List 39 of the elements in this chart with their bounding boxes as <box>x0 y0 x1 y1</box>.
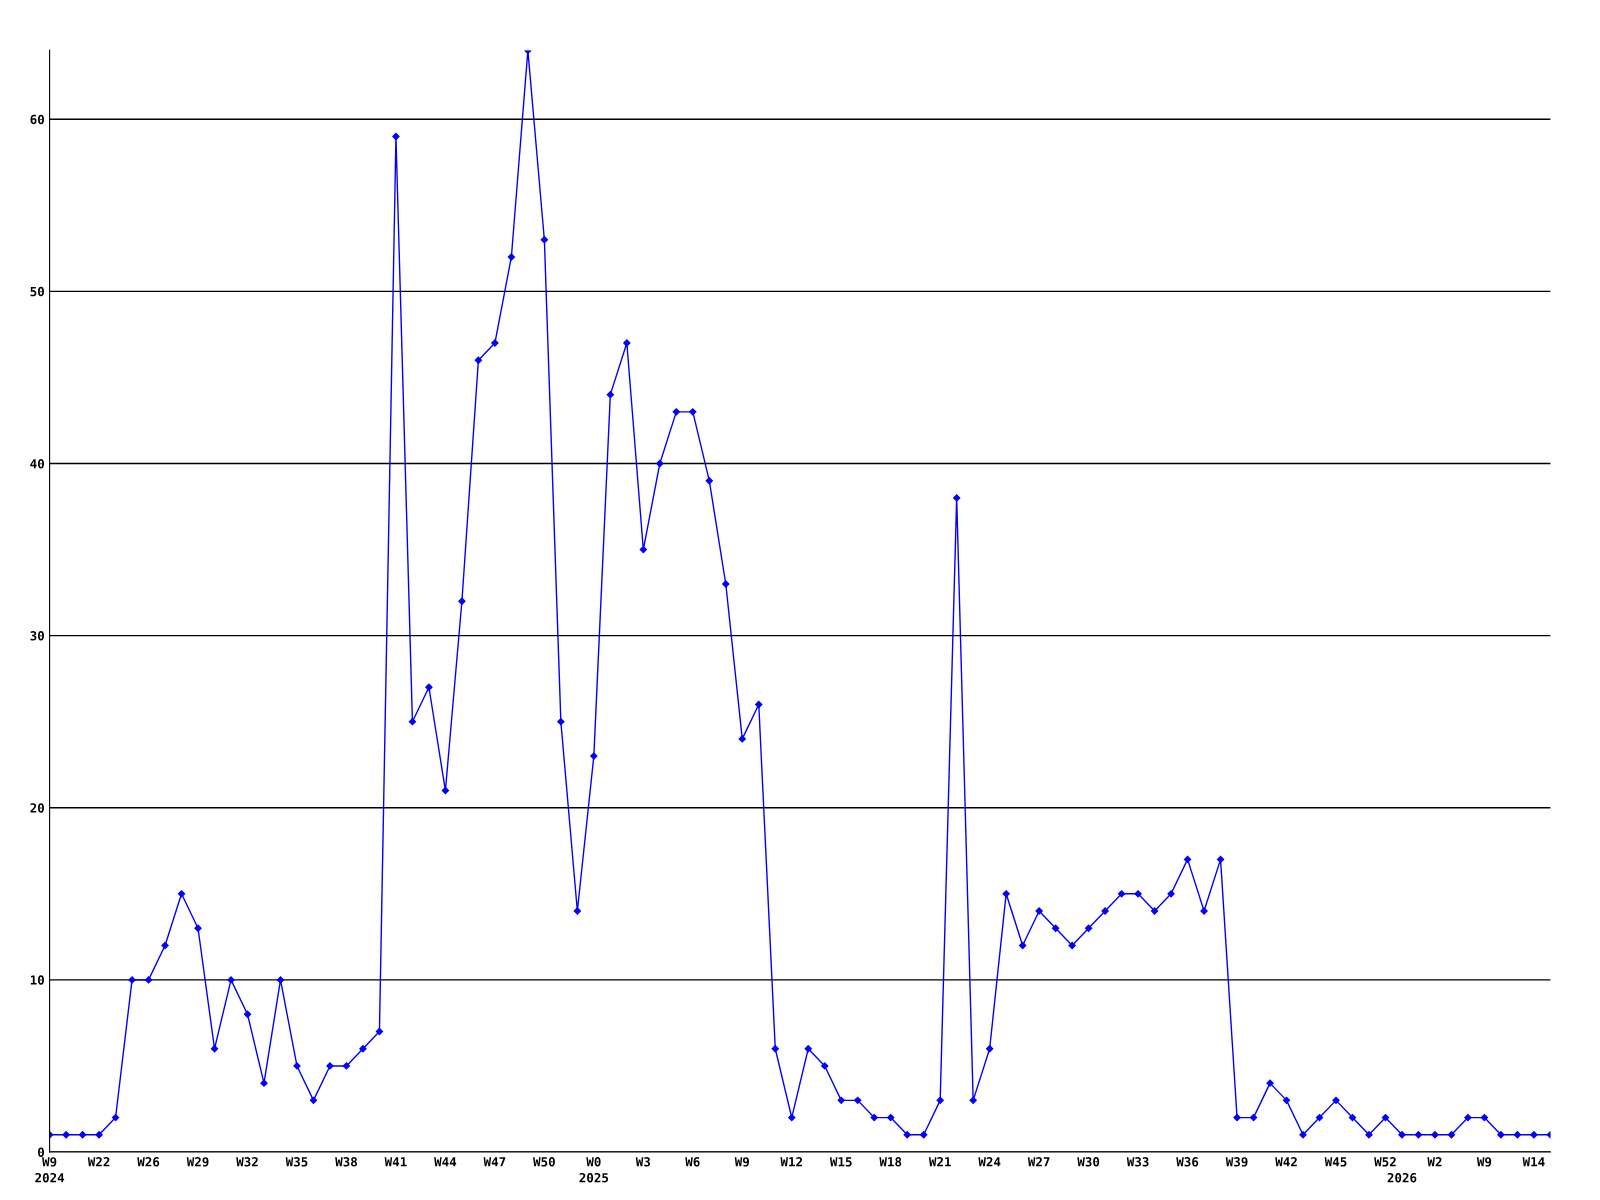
x-tick-label: W27 <box>1027 1157 1050 1167</box>
x-tick-label: W36 <box>1176 1157 1199 1167</box>
y-tick-label: 10 <box>30 975 44 985</box>
x-tick-label: W38 <box>335 1157 357 1167</box>
x-tick-label: 2026 <box>1387 1172 1417 1183</box>
x-tick-label: W29 <box>186 1157 209 1167</box>
x-tick-label: W24 <box>978 1157 1001 1167</box>
x-tick-label: W30 <box>1077 1157 1100 1167</box>
x-tick-label: W18 <box>879 1157 902 1167</box>
y-tick-label: 40 <box>30 458 44 469</box>
x-tick-label: W42 <box>1275 1157 1297 1167</box>
x-tick-label: W33 <box>1126 1157 1149 1167</box>
x-tick-label: W47 <box>483 1157 506 1167</box>
x-tick-label: W9 <box>734 1157 749 1167</box>
x-tick-label: W32 <box>236 1157 258 1167</box>
y-tick-label: 50 <box>30 286 44 297</box>
y-tick-label: 60 <box>30 114 44 125</box>
x-tick-label: W14 <box>1522 1157 1545 1167</box>
x-tick-label: W22 <box>87 1157 110 1167</box>
x-tick-label: W41 <box>384 1157 407 1167</box>
x-tick-label: W52 <box>1374 1157 1396 1167</box>
x-tick-label: W9 2024 <box>35 1157 65 1183</box>
y-tick-label: 0 <box>37 1147 44 1157</box>
x-tick-label: W0 2025 <box>579 1157 609 1183</box>
y-tick-label: 30 <box>30 631 44 641</box>
x-tick-label: W3 <box>635 1157 651 1167</box>
x-tick-label: W44 <box>434 1157 457 1167</box>
x-tick-label: W45 <box>1324 1157 1347 1167</box>
x-tick-label: W6 <box>685 1157 700 1167</box>
x-tick-label: W12 <box>780 1157 803 1167</box>
x-tick-label: W21 <box>928 1157 951 1167</box>
x-tick-label: W39 <box>1225 1157 1248 1167</box>
x-tick-label: W35 <box>285 1157 308 1167</box>
y-tick-label: 20 <box>30 803 44 813</box>
x-tick-label: W50 <box>533 1157 555 1167</box>
x-tick-label: W9 <box>1476 1157 1492 1167</box>
x-tick-label: W15 <box>829 1157 852 1167</box>
x-tick-label: W2 <box>1427 1157 1442 1167</box>
x-tick-label: W26 <box>137 1157 160 1167</box>
